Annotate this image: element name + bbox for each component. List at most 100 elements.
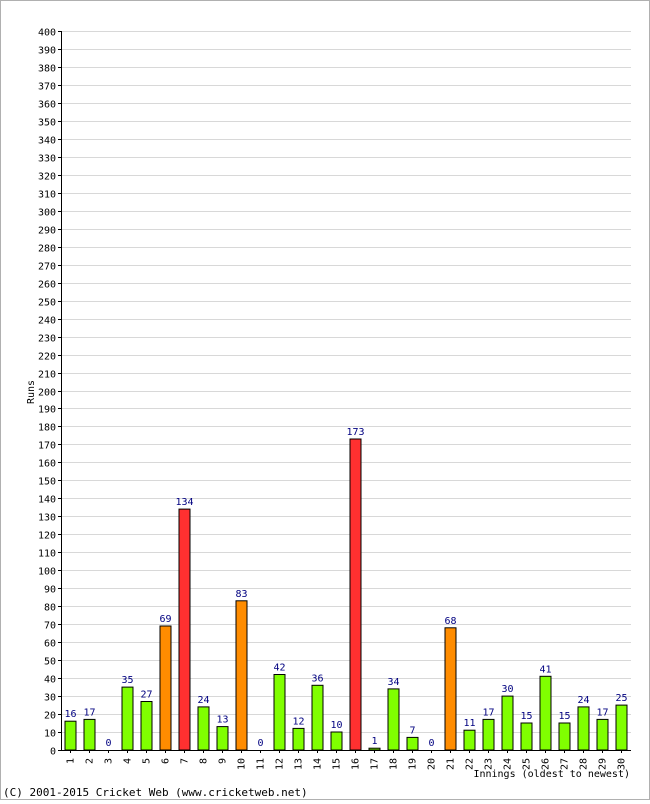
y-tick-label: 10 [44, 729, 56, 740]
y-tick-label: 380 [38, 64, 56, 75]
x-tick-label: 1 [66, 758, 77, 764]
x-tick-label: 4 [123, 758, 134, 764]
y-tick-label: 120 [38, 531, 56, 542]
y-axis-label: Runs [26, 380, 37, 404]
data-label: 13 [216, 715, 228, 726]
grid-lines [61, 31, 631, 733]
data-label: 1 [371, 736, 377, 747]
y-tick-label: 370 [38, 82, 56, 93]
bar [235, 600, 248, 751]
x-tick-label: 21 [446, 758, 457, 770]
x-tick-label: 11 [256, 758, 267, 770]
y-tick-label: 230 [38, 334, 56, 345]
bar [159, 625, 172, 751]
x-tick-label: 28 [579, 758, 590, 770]
data-label: 24 [577, 695, 589, 706]
data-label: 0 [428, 738, 434, 749]
x-tick-label: 20 [427, 758, 438, 770]
y-tick-label: 240 [38, 316, 56, 327]
x-tick-label: 6 [161, 758, 172, 764]
data-label: 0 [257, 738, 263, 749]
bars [64, 438, 628, 751]
bar [387, 688, 400, 751]
x-tick-label: 14 [313, 758, 324, 770]
x-axis-ticks: 1 2 3 4 5 6 7 8 9 10 11 12 13 14 15 16 17 18 19 20 21 22 23 24 2… [66, 750, 628, 770]
y-tick-label: 60 [44, 639, 56, 650]
bar [406, 736, 419, 751]
y-tick-label: 100 [38, 567, 56, 578]
bar [482, 718, 495, 751]
y-tick-label: 220 [38, 352, 56, 363]
data-label: 68 [444, 616, 456, 627]
y-tick-label: 90 [44, 585, 56, 596]
data-label: 7 [409, 725, 415, 736]
x-tick-label: 2 [85, 758, 96, 764]
bar [615, 704, 628, 751]
y-tick-label: 310 [38, 190, 56, 201]
y-tick-label: 390 [38, 46, 56, 57]
bar [178, 508, 191, 751]
bar [349, 438, 362, 751]
data-label: 12 [292, 716, 304, 727]
y-tick-label: 340 [38, 136, 56, 147]
y-axis-ticks: 0 10 20 30 40 50 60 70 80 90 100 110 120 130 140 150 160… [38, 28, 61, 758]
bar [368, 747, 381, 751]
x-tick-label: 22 [465, 758, 476, 770]
bar [273, 674, 286, 751]
x-tick-label: 23 [484, 758, 495, 770]
data-label: 36 [311, 673, 323, 684]
data-label: 83 [235, 589, 247, 600]
data-label: 17 [482, 707, 494, 718]
y-tick-label: 350 [38, 118, 56, 129]
bar [292, 727, 305, 751]
x-tick-label: 26 [541, 758, 552, 770]
x-tick-label: 17 [370, 758, 381, 770]
y-tick-label: 200 [38, 388, 56, 399]
y-tick-label: 150 [38, 477, 56, 488]
bar [216, 726, 229, 751]
data-label: 69 [159, 614, 171, 625]
bar [121, 686, 134, 751]
x-tick-label: 8 [199, 758, 210, 764]
y-tick-label: 30 [44, 693, 56, 704]
bar [539, 675, 552, 751]
y-tick-label: 250 [38, 298, 56, 309]
x-tick-label: 12 [275, 758, 286, 770]
bar [444, 627, 457, 751]
x-tick-label: 16 [351, 758, 362, 770]
y-tick-label: 280 [38, 244, 56, 255]
y-tick-label: 360 [38, 100, 56, 111]
data-label: 16 [64, 709, 76, 720]
y-tick-label: 110 [38, 549, 56, 560]
y-tick-label: 180 [38, 423, 56, 434]
bar [330, 731, 343, 751]
x-tick-label: 10 [237, 758, 248, 770]
bar [558, 722, 571, 751]
data-label: 27 [140, 690, 152, 701]
copyright-text: (C) 2001-2015 Cricket Web (www.cricketwe… [3, 786, 308, 799]
bar [140, 701, 153, 751]
x-tick-label: 15 [332, 758, 343, 770]
data-label: 15 [520, 711, 532, 722]
y-tick-label: 140 [38, 495, 56, 506]
y-tick-label: 40 [44, 675, 56, 686]
data-labels: 16 17035276913424138304212361017313470681… [64, 427, 627, 749]
x-tick-label: 7 [180, 758, 191, 764]
data-label: 25 [615, 693, 627, 704]
x-tick-label: 24 [503, 758, 514, 770]
x-tick-label: 27 [560, 758, 571, 770]
y-tick-label: 0 [50, 747, 56, 758]
data-label: 0 [105, 738, 111, 749]
y-tick-label: 210 [38, 370, 56, 381]
x-tick-label: 25 [522, 758, 533, 770]
y-tick-label: 170 [38, 441, 56, 452]
y-tick-label: 80 [44, 603, 56, 614]
data-label: 17 [596, 707, 608, 718]
x-tick-label: 5 [142, 758, 153, 764]
y-tick-label: 260 [38, 280, 56, 291]
data-label: 42 [273, 663, 285, 674]
data-label: 30 [501, 684, 513, 695]
bar [83, 718, 96, 751]
x-tick-label: 3 [104, 758, 115, 764]
data-label: 15 [558, 711, 570, 722]
